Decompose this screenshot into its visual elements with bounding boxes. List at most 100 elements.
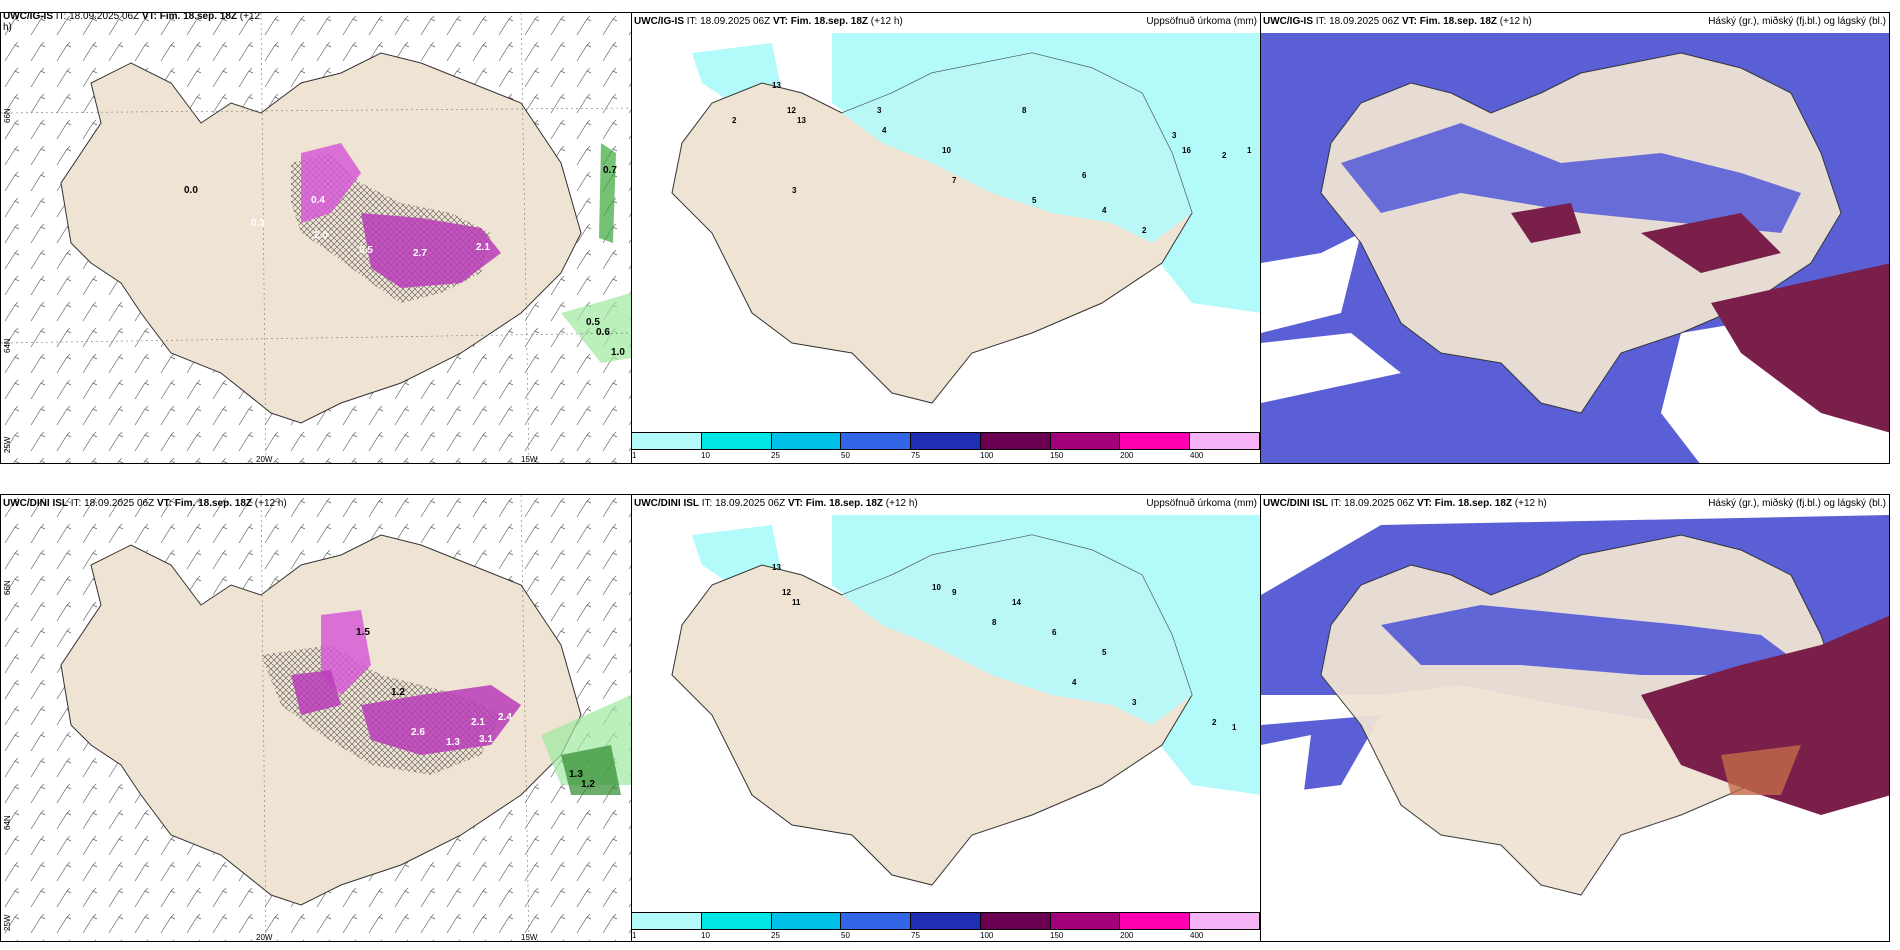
- colorbar-label: 1: [632, 931, 637, 940]
- value-label: 2.6: [411, 727, 425, 738]
- value-label: 12: [787, 106, 796, 115]
- panel-title: UWC/IG-IS IT: 18.09.2025 06Z VT: Fim. 18…: [634, 16, 903, 27]
- value-label: 1.2: [391, 687, 405, 698]
- colorbar-label: 10: [701, 451, 710, 460]
- colorbar-swatch: [980, 433, 1051, 449]
- panel-subtitle: Háský (gr.), miðský (fj.bl.) og lágský (…: [1708, 498, 1886, 509]
- panel-title: UWC/DINI ISL IT: 18.09.2025 06Z VT: Fim.…: [634, 498, 918, 509]
- value-label: 10: [942, 146, 951, 155]
- value-label: 12: [782, 588, 791, 597]
- value-label: 6: [1052, 628, 1057, 637]
- value-label: 4: [1102, 206, 1107, 215]
- lat-label-25w: 25W: [3, 436, 12, 453]
- value-label: 1.3: [446, 737, 460, 748]
- value-label: 1.5: [356, 627, 370, 638]
- colorbar-swatch: [841, 913, 912, 929]
- value-label: 1: [1247, 146, 1252, 155]
- colorbar-swatch: [911, 433, 981, 449]
- value-label: 2.4: [498, 712, 512, 723]
- value-label: 1: [1232, 723, 1237, 732]
- value-label: 0.3: [251, 218, 265, 229]
- value-label: 8: [1022, 106, 1027, 115]
- panel-subtitle: Uppsöfnuð úrkoma (mm): [1146, 498, 1257, 509]
- colorbar-labels-bottom: 1 10 25 50 75 100 150 200 400: [631, 931, 1260, 941]
- colorbar-swatch: [632, 433, 702, 449]
- panel-bottom-mid-precip: UWC/DINI ISL IT: 18.09.2025 06Z VT: Fim.…: [631, 494, 1261, 942]
- colorbar-label: 100: [980, 931, 994, 940]
- map-precip: 13 12 13 3 2 3 4 10 7 8 5 6 4 2 3 16 2 1: [671, 33, 1260, 404]
- value-label: 1.0: [611, 347, 625, 358]
- value-label: 3: [1132, 698, 1137, 707]
- colorbar-swatch: [1050, 913, 1121, 929]
- value-label: 0.4: [311, 195, 325, 206]
- lon-label-20w: 20W: [256, 933, 273, 942]
- colorbar-label: 25: [771, 931, 780, 940]
- colorbar-label: 50: [841, 931, 850, 940]
- value-label: 8: [992, 618, 997, 627]
- colorbar-swatch: [1120, 913, 1191, 929]
- value-label: 2: [732, 116, 737, 125]
- value-label: 2.7: [413, 248, 427, 259]
- colorbar-swatch: [701, 913, 772, 929]
- colorbar-swatch: [980, 913, 1051, 929]
- value-label: 3: [877, 106, 882, 115]
- value-label: 0.7: [603, 165, 617, 176]
- panel-top-mid-precip: UWC/IG-IS IT: 18.09.2025 06Z VT: Fim. 18…: [631, 12, 1261, 464]
- colorbar-label: 25: [771, 451, 780, 460]
- value-label: 5: [1032, 196, 1037, 205]
- colorbar-bottom: [631, 912, 1260, 930]
- panel-title: UWC/DINI ISL IT: 18.09.2025 06Z VT: Fim.…: [3, 498, 287, 509]
- colorbar-swatch: [1190, 913, 1260, 929]
- value-label: 3.1: [479, 734, 493, 745]
- colorbar-swatch: [701, 433, 772, 449]
- map-clouds: [1261, 515, 1889, 941]
- value-label: 2: [1212, 718, 1217, 727]
- value-label: 2: [1222, 151, 1227, 160]
- value-label: 16: [1182, 146, 1191, 155]
- value-label: 3: [792, 186, 797, 195]
- colorbar-label: 100: [980, 451, 994, 460]
- panel-title: UWC/IG-IS IT: 18.09.2025 06Z VT: Fim. 18…: [1263, 16, 1532, 27]
- panel-subtitle: Háský (gr.), miðský (fj.bl.) og lágský (…: [1708, 16, 1886, 27]
- value-label: 1.2: [581, 779, 595, 790]
- map-clouds: [1261, 33, 1889, 463]
- colorbar-label: 150: [1050, 451, 1064, 460]
- lon-label-15w: 15W: [521, 455, 538, 464]
- colorbar-top: [631, 432, 1260, 450]
- panel-subtitle: Uppsöfnuð úrkoma (mm): [1146, 16, 1257, 27]
- colorbar-label: 75: [911, 451, 920, 460]
- colorbar-label: 1: [632, 451, 637, 460]
- value-label: 0.5: [586, 317, 600, 328]
- value-label: 9: [952, 588, 957, 597]
- lon-label-20w: 20W: [256, 455, 273, 464]
- map-wind-snow: 0.7 0.5 0.6 1.0 2.0 0.5 2.7 2.1 0.4 0.3 …: [1, 13, 631, 463]
- panel-bottom-right-clouds: UWC/DINI ISL IT: 18.09.2025 06Z VT: Fim.…: [1260, 494, 1890, 942]
- value-label: 1.3: [569, 769, 583, 780]
- lat-label-66n: 66N: [3, 580, 12, 595]
- panel-title: UWC/DINI ISL IT: 18.09.2025 06Z VT: Fim.…: [1263, 498, 1547, 509]
- colorbar-label: 150: [1050, 931, 1064, 940]
- value-label: 13: [797, 116, 806, 125]
- value-label: 3: [1172, 131, 1177, 140]
- colorbar-label: 400: [1190, 931, 1204, 940]
- value-label: 10: [932, 583, 941, 592]
- value-label: 6: [1082, 171, 1087, 180]
- value-label: 4: [1072, 678, 1077, 687]
- colorbar-label: 200: [1120, 451, 1134, 460]
- panel-top-right-clouds: UWC/IG-IS IT: 18.09.2025 06Z VT: Fim. 18…: [1260, 12, 1890, 464]
- value-label: 4: [882, 126, 887, 135]
- colorbar-label: 50: [841, 451, 850, 460]
- colorbar-swatch: [841, 433, 912, 449]
- colorbar-label: 75: [911, 931, 920, 940]
- lat-label-25w: 25W: [3, 914, 12, 931]
- colorbar-label: 10: [701, 931, 710, 940]
- value-label: 0.6: [596, 327, 610, 338]
- lat-label-66n: 66N: [3, 108, 12, 123]
- panel-title: UWC/IG-IS IT: 18.09.2025 06Z VT: Fim. 18…: [3, 12, 261, 33]
- lat-label-64n: 64N: [3, 338, 12, 353]
- value-label: 13: [772, 563, 781, 572]
- colorbar-swatch: [632, 913, 702, 929]
- value-label: 13: [772, 81, 781, 90]
- value-label: 2.1: [471, 717, 485, 728]
- colorbar-swatch: [771, 433, 842, 449]
